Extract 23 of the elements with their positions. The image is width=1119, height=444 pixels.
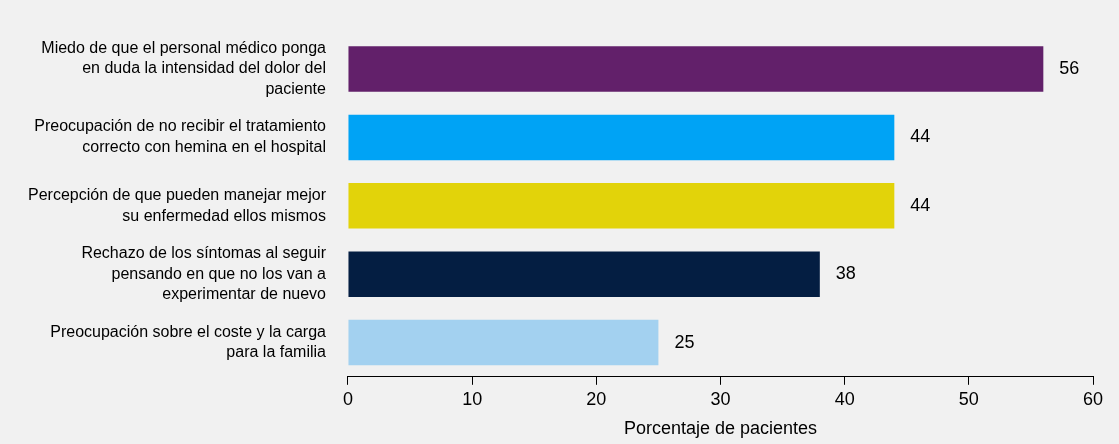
data-label: 38 — [835, 263, 856, 284]
x-tick-label: 30 — [710, 388, 731, 409]
bar — [348, 319, 659, 366]
x-tick-label: 10 — [462, 388, 483, 409]
y-tick-label: Miedo de que el personal médico ponga en duda la intensidad del dolor del paciente — [41, 38, 327, 98]
y-tick-label: Rechazo de los síntomas al seguir pensando en que no los van a experimentar de nuevo — [81, 243, 327, 303]
y-tick-label: Preocupación de no recibir el tratamiento correcto con hemina en el hospital — [34, 117, 327, 156]
bar — [348, 251, 820, 297]
data-label: 56 — [1059, 57, 1080, 78]
x-tick-label: 60 — [1082, 388, 1104, 409]
x-axis-title: Porcentaje de pacientes — [623, 418, 818, 439]
x-tick-label: 50 — [958, 388, 979, 409]
bar — [348, 46, 1044, 92]
data-label: 44 — [910, 126, 931, 147]
bar — [348, 114, 895, 161]
y-tick-label: Preocupación sobre el coste y la carga para la familia — [50, 322, 327, 361]
data-label: 44 — [910, 194, 931, 215]
y-tick-label: Percepción de que pueden manejar mejor su enfermedad ellos mismos — [28, 185, 327, 224]
bar — [348, 183, 895, 229]
data-label: 25 — [674, 331, 695, 352]
x-tick-label: 20 — [586, 388, 607, 409]
x-tick-label: 0 — [342, 388, 353, 409]
x-tick-label: 40 — [834, 388, 855, 409]
